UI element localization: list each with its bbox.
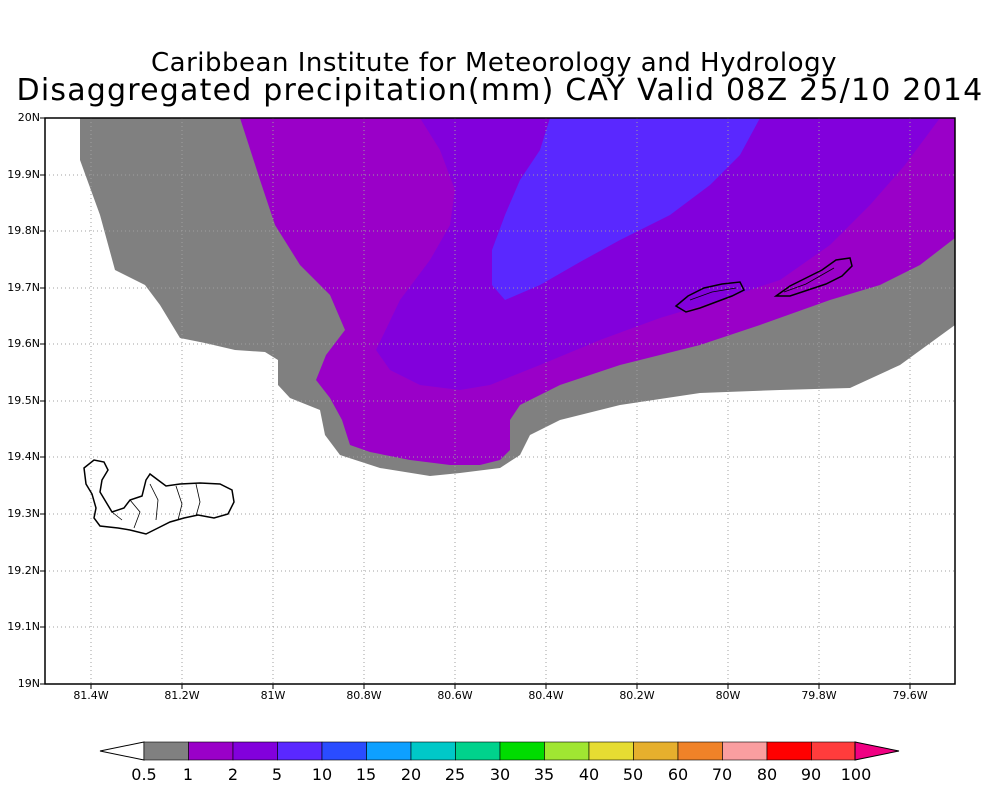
colorbar-label: 50 <box>622 765 644 784</box>
colorbar-label: 5 <box>271 765 283 784</box>
colorbar-label: 30 <box>489 765 511 784</box>
island-outlines <box>83 257 853 535</box>
colorbar-swatch <box>499 741 545 761</box>
colorbar-swatch <box>766 741 812 761</box>
colorbar-label: 80 <box>756 765 778 784</box>
x-tick-label: 80.8W <box>346 689 382 702</box>
colorbar-swatch <box>455 741 501 761</box>
colorbar-swatch <box>321 741 367 761</box>
little-cayman-outline <box>773 257 853 297</box>
colorbar-swatch <box>188 741 234 761</box>
y-tick-label: 19.2N <box>7 564 40 577</box>
y-tick-label: 19.7N <box>7 281 40 294</box>
colorbar-swatch <box>366 741 412 761</box>
precip-contour-5-10mm <box>492 118 760 300</box>
colorbar-swatch <box>633 741 679 761</box>
chart-title-product: Disaggregated precipitation(mm) CAY Vali… <box>16 73 984 108</box>
colorbar-label: 1 <box>182 765 194 784</box>
colorbar-label: 100 <box>840 765 872 784</box>
colorbar-swatch <box>811 741 857 761</box>
colorbar-swatch <box>677 741 723 761</box>
x-tick-label: 80.6W <box>437 689 473 702</box>
colorbar-label: 90 <box>800 765 822 784</box>
y-tick-label: 19.4N <box>7 450 40 463</box>
colorbar-label: 10 <box>311 765 333 784</box>
chart-title-institute: Caribbean Institute for Meteorology and … <box>151 48 837 78</box>
colorbar-label: 20 <box>400 765 422 784</box>
colorbar-lower-arrow <box>99 741 145 761</box>
colorbar-label: 70 <box>711 765 733 784</box>
colorbar-swatch <box>232 741 278 761</box>
colorbar-label: 0.5 <box>131 765 157 784</box>
colorbar-label: 15 <box>355 765 377 784</box>
colorbar-swatch <box>722 741 768 761</box>
x-tick-label: 81W <box>260 689 286 702</box>
y-tick-label: 19.1N <box>7 620 40 633</box>
colorbar-label: 2 <box>227 765 239 784</box>
y-tick-label: 19.8N <box>7 224 40 237</box>
y-tick-label: 19N <box>17 677 40 690</box>
axis-tick-marks <box>40 117 911 689</box>
y-tick-label: 19.6N <box>7 337 40 350</box>
grand-cayman-outline <box>83 459 235 535</box>
y-tick-label: 20N <box>17 111 40 124</box>
colorbar-label: 25 <box>444 765 466 784</box>
cayman-brac-outline <box>674 281 746 313</box>
x-tick-label: 80.4W <box>528 689 564 702</box>
colorbar <box>99 741 900 761</box>
x-tick-label: 80.2W <box>619 689 655 702</box>
y-tick-label: 19.5N <box>7 394 40 407</box>
colorbar-label: 60 <box>667 765 689 784</box>
y-tick-label: 19.3N <box>7 507 40 520</box>
colorbar-swatch <box>588 741 634 761</box>
colorbar-upper-arrow <box>854 741 900 761</box>
colorbar-swatch <box>143 741 189 761</box>
little-cayman-detail <box>783 267 835 293</box>
cayman-brac-detail <box>689 287 737 301</box>
x-tick-label: 79.8W <box>801 689 837 702</box>
y-tick-label: 19.9N <box>7 168 40 181</box>
x-tick-label: 79.6W <box>892 689 928 702</box>
x-tick-label: 81.2W <box>164 689 200 702</box>
x-tick-label: 81.4W <box>73 689 109 702</box>
colorbar-swatch <box>544 741 590 761</box>
precip-contour-2-5mm <box>376 118 940 390</box>
colorbar-label: 40 <box>578 765 600 784</box>
colorbar-label: 35 <box>533 765 555 784</box>
grand-cayman-districts <box>111 483 201 529</box>
colorbar-swatch <box>410 741 456 761</box>
colorbar-swatch <box>277 741 323 761</box>
x-tick-label: 80W <box>715 689 741 702</box>
